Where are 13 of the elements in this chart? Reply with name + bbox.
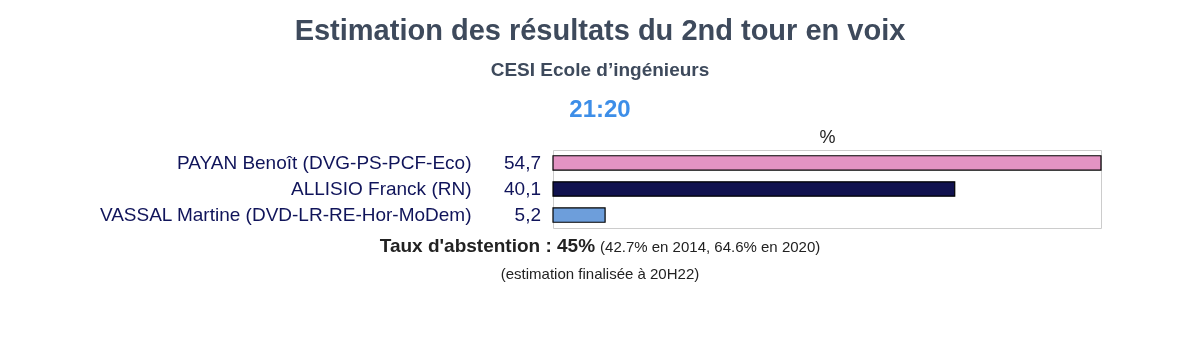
data-label: 40,1	[504, 178, 541, 199]
text: (estimation finalisée à 20H22)	[499, 265, 701, 282]
chart-title: Estimation des résultats du 2nd tour en voix	[293, 14, 907, 47]
y-tick-label: ALLISIO Franck (RN)	[290, 178, 472, 199]
x-axis-title: %	[819, 126, 836, 147]
data-label: 5,2	[514, 204, 541, 226]
chart-subtitle: CESI Ecole d’ingénieurs	[489, 59, 711, 81]
y-tick-label: PAYAN Benoît (DVG-PS-PCF-Eco)	[176, 151, 472, 173]
text: 21:20	[568, 95, 632, 123]
y-tick-label: VASSAL Martine (DVD-LR-RE-Hor-MoDem)	[99, 204, 472, 226]
text: Taux d'abstention : 45%	[379, 235, 596, 256]
data-label: 54,7	[504, 151, 541, 173]
text: (42.7% en 2014, 64.6% en 2020)	[600, 238, 821, 255]
